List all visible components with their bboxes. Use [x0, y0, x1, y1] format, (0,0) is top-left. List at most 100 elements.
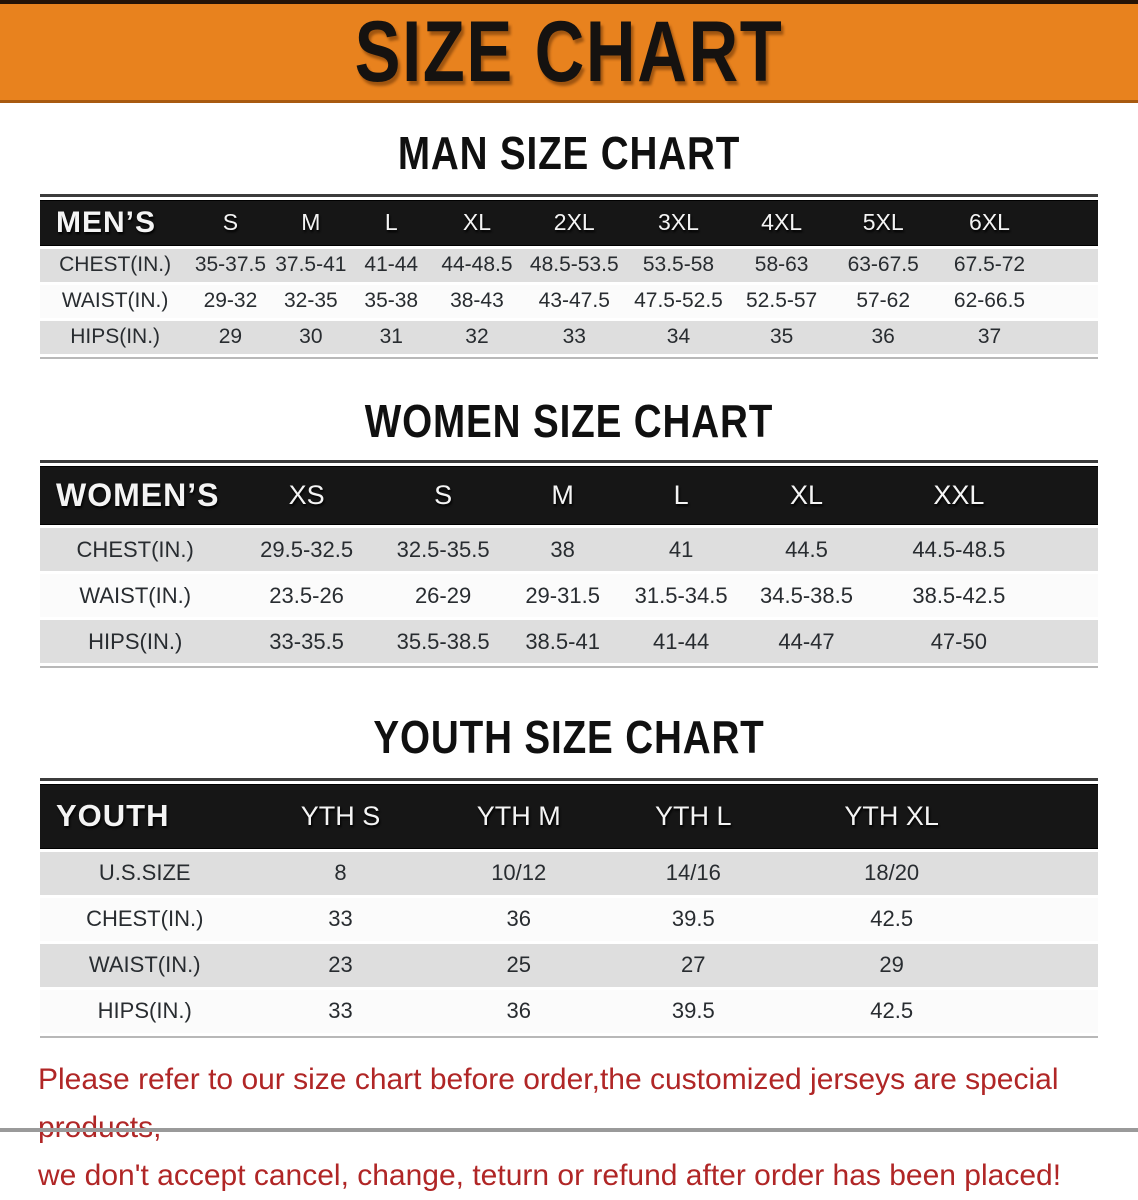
size-value: 29-31.5: [503, 574, 622, 618]
size-value: 47.5-52.5: [626, 284, 731, 318]
size-value: 44.5-48.5: [872, 528, 1046, 572]
size-column-header: 5XL: [832, 199, 934, 246]
banner-title: SIZE CHART: [354, 4, 784, 100]
size-column-header: S: [382, 466, 504, 526]
size-value: 33: [249, 897, 432, 941]
size-column-header: XS: [230, 466, 383, 526]
size-value: 33-35.5: [230, 620, 383, 664]
size-value: 44-47: [740, 620, 873, 664]
row-label: WAIST(IN.): [40, 574, 231, 618]
size-column-header: M: [270, 199, 352, 246]
size-value: 42.5: [780, 897, 1003, 941]
youth-section-heading: YOUTH SIZE CHART: [373, 711, 765, 764]
size-value: 10/12: [431, 851, 606, 895]
size-value: 41-44: [351, 248, 432, 282]
size-chart-banner: SIZE CHART: [0, 0, 1138, 103]
size-value: 33: [522, 320, 627, 354]
size-value: 26-29: [382, 574, 504, 618]
size-value: 30: [270, 320, 352, 354]
row-label: CHEST(IN.): [40, 897, 250, 941]
size-value: 32.5-35.5: [382, 528, 504, 572]
table-row: CHEST(IN.) 33 36 39.5 42.5: [40, 897, 1098, 941]
table-row: WAIST(IN.) 23.5-26 26-29 29-31.5 31.5-34.5 34…: [40, 574, 1098, 618]
size-value: 36: [431, 989, 606, 1033]
table-row: HIPS(IN.) 29 30 31 32 33 34 35 36 37: [40, 320, 1098, 354]
size-column-header: 6XL: [933, 199, 1046, 246]
size-value: 38-43: [431, 284, 523, 318]
size-value: 62-66.5: [933, 284, 1046, 318]
size-value: 29: [780, 943, 1003, 987]
row-label: HIPS(IN.): [40, 989, 250, 1033]
size-value: 67.5-72: [933, 248, 1046, 282]
size-value: 57-62: [832, 284, 934, 318]
size-value: 35-38: [351, 284, 432, 318]
spacer-cell: [1002, 851, 1098, 895]
size-value: 38: [503, 528, 622, 572]
size-value: 48.5-53.5: [522, 248, 627, 282]
table-row: CHEST(IN.) 29.5-32.5 32.5-35.5 38 41 44.5 44.5…: [40, 528, 1098, 572]
bottom-divider: [0, 1128, 1138, 1132]
size-value: 35.5-38.5: [382, 620, 504, 664]
spacer-cell: [1045, 620, 1098, 664]
size-value: 42.5: [780, 989, 1003, 1033]
disclaimer-line-2: we don't accept cancel, change, teturn o…: [38, 1158, 1062, 1192]
spacer-cell: [1045, 574, 1098, 618]
size-value: 23: [249, 943, 432, 987]
row-label: HIPS(IN.): [40, 320, 191, 354]
spacer-cell: [1045, 466, 1098, 526]
table-corner-label: YOUTH: [40, 783, 250, 849]
header-row: YOUTH YTH S YTH M YTH L YTH XL: [40, 783, 1098, 849]
size-value: 33: [249, 989, 432, 1033]
size-value: 58-63: [730, 248, 833, 282]
size-column-header: YTH L: [606, 783, 781, 849]
spacer-cell: [1045, 248, 1098, 282]
size-value: 63-67.5: [832, 248, 934, 282]
spacer-cell: [1045, 199, 1098, 246]
table-corner-label: MEN’S: [40, 199, 191, 246]
table-row: CHEST(IN.) 35-37.5 37.5-41 41-44 44-48.5 48.5…: [40, 248, 1098, 282]
size-value: 14/16: [606, 851, 781, 895]
row-label: WAIST(IN.): [40, 284, 191, 318]
size-value: 41-44: [621, 620, 741, 664]
womens-size-table: WOMEN’S XS S M L XL XXL CHEST(IN.) 29.5-32.5 32.…: [40, 460, 1098, 669]
spacer-cell: [1045, 320, 1098, 354]
size-value: 31.5-34.5: [621, 574, 741, 618]
size-value: 36: [832, 320, 934, 354]
row-label: CHEST(IN.): [40, 248, 191, 282]
size-value: 37: [933, 320, 1046, 354]
size-column-header: L: [621, 466, 741, 526]
size-value: 36: [431, 897, 606, 941]
size-column-header: 4XL: [730, 199, 833, 246]
size-value: 23.5-26: [230, 574, 383, 618]
size-value: 34.5-38.5: [740, 574, 873, 618]
men-section-heading: MAN SIZE CHART: [397, 127, 741, 179]
size-value: 52.5-57: [730, 284, 833, 318]
spacer-cell: [1002, 897, 1098, 941]
size-column-header: M: [503, 466, 622, 526]
size-value: 18/20: [780, 851, 1003, 895]
size-column-header: L: [351, 199, 432, 246]
table-row: WAIST(IN.) 29-32 32-35 35-38 38-43 43-47.5 47.…: [40, 284, 1098, 318]
size-value: 8: [249, 851, 432, 895]
spacer-cell: [1002, 989, 1098, 1033]
size-value: 35-37.5: [190, 248, 271, 282]
size-value: 44.5: [740, 528, 873, 572]
header-row: WOMEN’S XS S M L XL XXL: [40, 466, 1098, 526]
table-row: WAIST(IN.) 23 25 27 29: [40, 943, 1098, 987]
mens-size-table: MEN’S S M L XL 2XL 3XL 4XL 5XL 6XL CHEST(IN.) 35-3…: [40, 193, 1098, 359]
spacer-cell: [1002, 783, 1098, 849]
size-value: 39.5: [606, 989, 781, 1033]
size-column-header: YTH XL: [780, 783, 1003, 849]
table-row: HIPS(IN.) 33 36 39.5 42.5: [40, 989, 1098, 1033]
size-column-header: YTH S: [249, 783, 432, 849]
size-value: 32-35: [270, 284, 352, 318]
size-column-header: XL: [431, 199, 523, 246]
size-value: 29: [190, 320, 271, 354]
size-value: 35: [730, 320, 833, 354]
table-row: U.S.SIZE 8 10/12 14/16 18/20: [40, 851, 1098, 895]
size-value: 38.5-42.5: [872, 574, 1046, 618]
size-value: 41: [621, 528, 741, 572]
row-label: CHEST(IN.): [40, 528, 231, 572]
table-row: HIPS(IN.) 33-35.5 35.5-38.5 38.5-41 41-44 44-…: [40, 620, 1098, 664]
row-label: U.S.SIZE: [40, 851, 250, 895]
